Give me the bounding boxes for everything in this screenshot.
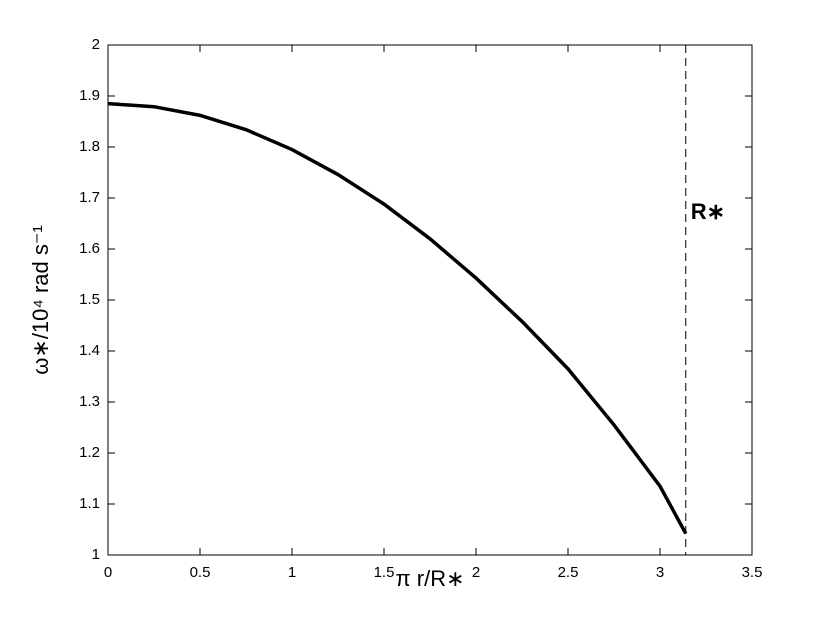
y-tick-label: 1.5 — [79, 291, 100, 308]
x-tick-label: 1.5 — [374, 564, 395, 581]
x-tick-label: 3.5 — [742, 564, 763, 581]
annotation: R∗ — [691, 199, 725, 224]
x-tick-label: 1 — [288, 564, 296, 581]
x-tick-label: 0 — [104, 564, 112, 581]
x-tick-label: 0.5 — [190, 564, 211, 581]
y-tick-label: 1.7 — [79, 189, 100, 206]
y-tick-label: 1.3 — [79, 393, 100, 410]
y-tick-label: 1.6 — [79, 240, 100, 257]
y-tick-label: 1.4 — [79, 342, 100, 359]
y-tick-label: 1 — [92, 546, 100, 563]
data-line — [107, 101, 688, 535]
y-tick-label: 1.2 — [79, 444, 100, 461]
y-tick-label: 1.8 — [79, 138, 100, 155]
x-tick-label: 2.5 — [558, 564, 579, 581]
x-tick-label: 3 — [656, 564, 664, 581]
y-tick-label: 1.9 — [79, 87, 100, 104]
y-tick-label: 2 — [92, 36, 100, 53]
x-tick-label: 2 — [472, 564, 480, 581]
x-axis-label: π r/R∗ — [395, 566, 464, 591]
y-tick-label: 1.1 — [79, 495, 100, 512]
y-axis-label: ω∗/10⁴ rad s⁻¹ — [28, 225, 53, 375]
